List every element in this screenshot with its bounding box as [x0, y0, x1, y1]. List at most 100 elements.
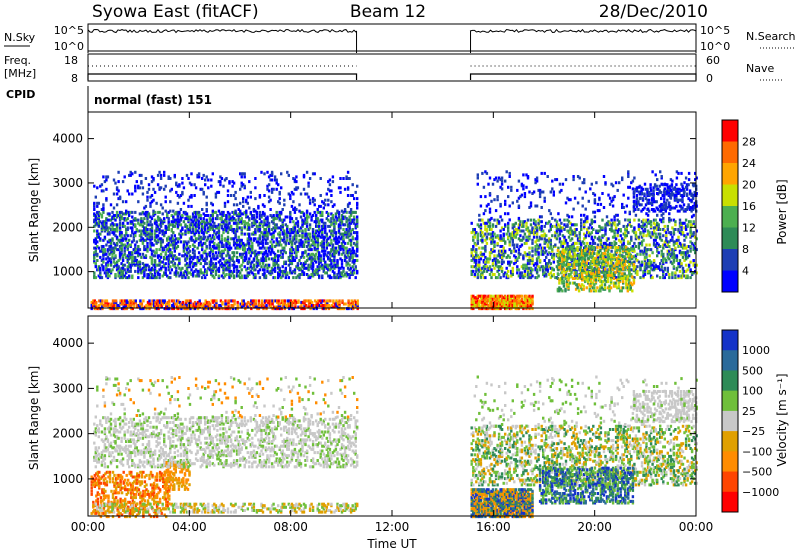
data-cell	[298, 234, 301, 238]
data-cell	[103, 248, 107, 252]
data-cell	[491, 262, 495, 266]
data-cell	[217, 231, 221, 235]
data-cell	[301, 300, 305, 304]
data-cell	[280, 243, 283, 247]
data-cell	[210, 178, 213, 182]
data-cell	[163, 263, 166, 267]
data-cell	[496, 276, 499, 280]
data-cell	[511, 269, 514, 273]
data-cell	[235, 274, 239, 278]
data-cell	[319, 265, 322, 269]
data-cell	[153, 276, 157, 280]
data-cell	[118, 246, 122, 250]
data-cell	[327, 237, 330, 241]
data-cell	[522, 235, 525, 239]
noise-tick-bottom-left: 10^0	[54, 40, 84, 53]
data-cell	[204, 249, 207, 253]
data-cell	[251, 241, 254, 245]
data-cell	[246, 215, 249, 219]
data-cell	[94, 217, 97, 221]
data-cell	[240, 243, 243, 247]
data-cell	[114, 302, 118, 306]
data-cell	[181, 228, 184, 231]
data-cell	[318, 265, 321, 269]
data-cell	[270, 248, 274, 252]
data-cell	[191, 255, 195, 259]
data-cell	[187, 276, 190, 280]
data-cell	[153, 263, 157, 267]
data-cell	[560, 221, 563, 225]
data-cell	[257, 243, 260, 247]
data-cell	[264, 263, 268, 267]
data-cell	[105, 243, 108, 247]
data-cell	[292, 237, 295, 241]
data-cell	[118, 195, 122, 199]
data-cell	[338, 305, 341, 309]
data-cell	[155, 223, 158, 227]
data-cell	[178, 237, 181, 241]
data-cell	[185, 255, 189, 259]
data-cell	[188, 223, 192, 227]
data-cell	[217, 237, 221, 241]
data-cell	[166, 228, 169, 231]
data-cell	[267, 175, 271, 179]
data-cell	[187, 198, 190, 202]
data-cell	[243, 246, 246, 250]
data-cell	[240, 184, 243, 188]
data-cell	[267, 231, 271, 235]
data-cell	[569, 226, 572, 230]
data-cell	[171, 304, 174, 307]
data-cell	[337, 235, 341, 239]
data-cell	[224, 305, 227, 309]
data-cell	[336, 237, 339, 241]
data-cell	[191, 215, 195, 219]
data-cell	[315, 305, 318, 309]
data-cell	[345, 274, 348, 278]
data-cell	[139, 299, 142, 303]
data-cell	[339, 190, 342, 194]
data-cell	[94, 263, 97, 267]
data-cell	[219, 180, 222, 184]
data-cell	[204, 235, 207, 239]
data-cell	[196, 246, 199, 250]
data-cell	[126, 228, 129, 231]
data-cell	[258, 228, 262, 231]
data-cell	[117, 265, 120, 269]
data-cell	[293, 228, 297, 231]
data-cell	[111, 217, 114, 221]
data-cell	[211, 262, 214, 266]
data-cell	[240, 220, 243, 224]
data-cell	[321, 274, 324, 278]
data-cell	[199, 243, 202, 247]
data-cell	[190, 237, 193, 241]
data-cell	[266, 215, 269, 219]
data-cell	[274, 305, 277, 309]
data-cell	[318, 231, 321, 235]
data-cell	[163, 217, 166, 221]
data-cell	[284, 273, 287, 276]
data-cell	[325, 271, 328, 275]
data-cell	[281, 252, 284, 256]
data-cell	[283, 246, 286, 250]
data-cell	[153, 220, 157, 224]
data-cell	[139, 305, 142, 309]
data-cell	[132, 259, 135, 262]
data-cell	[172, 305, 175, 309]
data-cell	[111, 237, 114, 241]
data-cell	[137, 251, 140, 255]
data-cell	[219, 254, 222, 258]
data-cell	[211, 274, 214, 278]
data-cell	[257, 237, 260, 241]
data-cell	[125, 228, 128, 231]
data-cell	[175, 183, 178, 187]
data-cell	[96, 229, 99, 233]
data-cell	[155, 248, 158, 252]
data-cell	[280, 307, 283, 311]
data-cell	[240, 217, 243, 221]
data-cell	[497, 273, 501, 276]
data-cell	[280, 237, 283, 241]
data-cell	[313, 198, 316, 202]
data-cell	[272, 226, 275, 230]
data-cell	[153, 229, 157, 233]
data-cell	[307, 302, 311, 306]
